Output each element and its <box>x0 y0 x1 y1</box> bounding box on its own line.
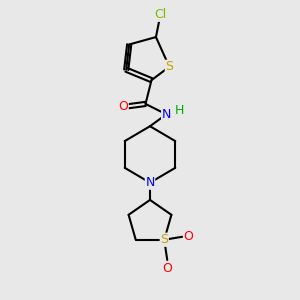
Text: N: N <box>145 176 155 189</box>
Text: H: H <box>175 104 184 117</box>
Text: S: S <box>165 60 173 73</box>
Text: S: S <box>160 233 168 246</box>
Text: Cl: Cl <box>154 8 167 21</box>
Text: N: N <box>162 108 171 121</box>
Text: O: O <box>184 230 194 243</box>
Text: O: O <box>118 100 128 113</box>
Text: O: O <box>162 262 172 275</box>
